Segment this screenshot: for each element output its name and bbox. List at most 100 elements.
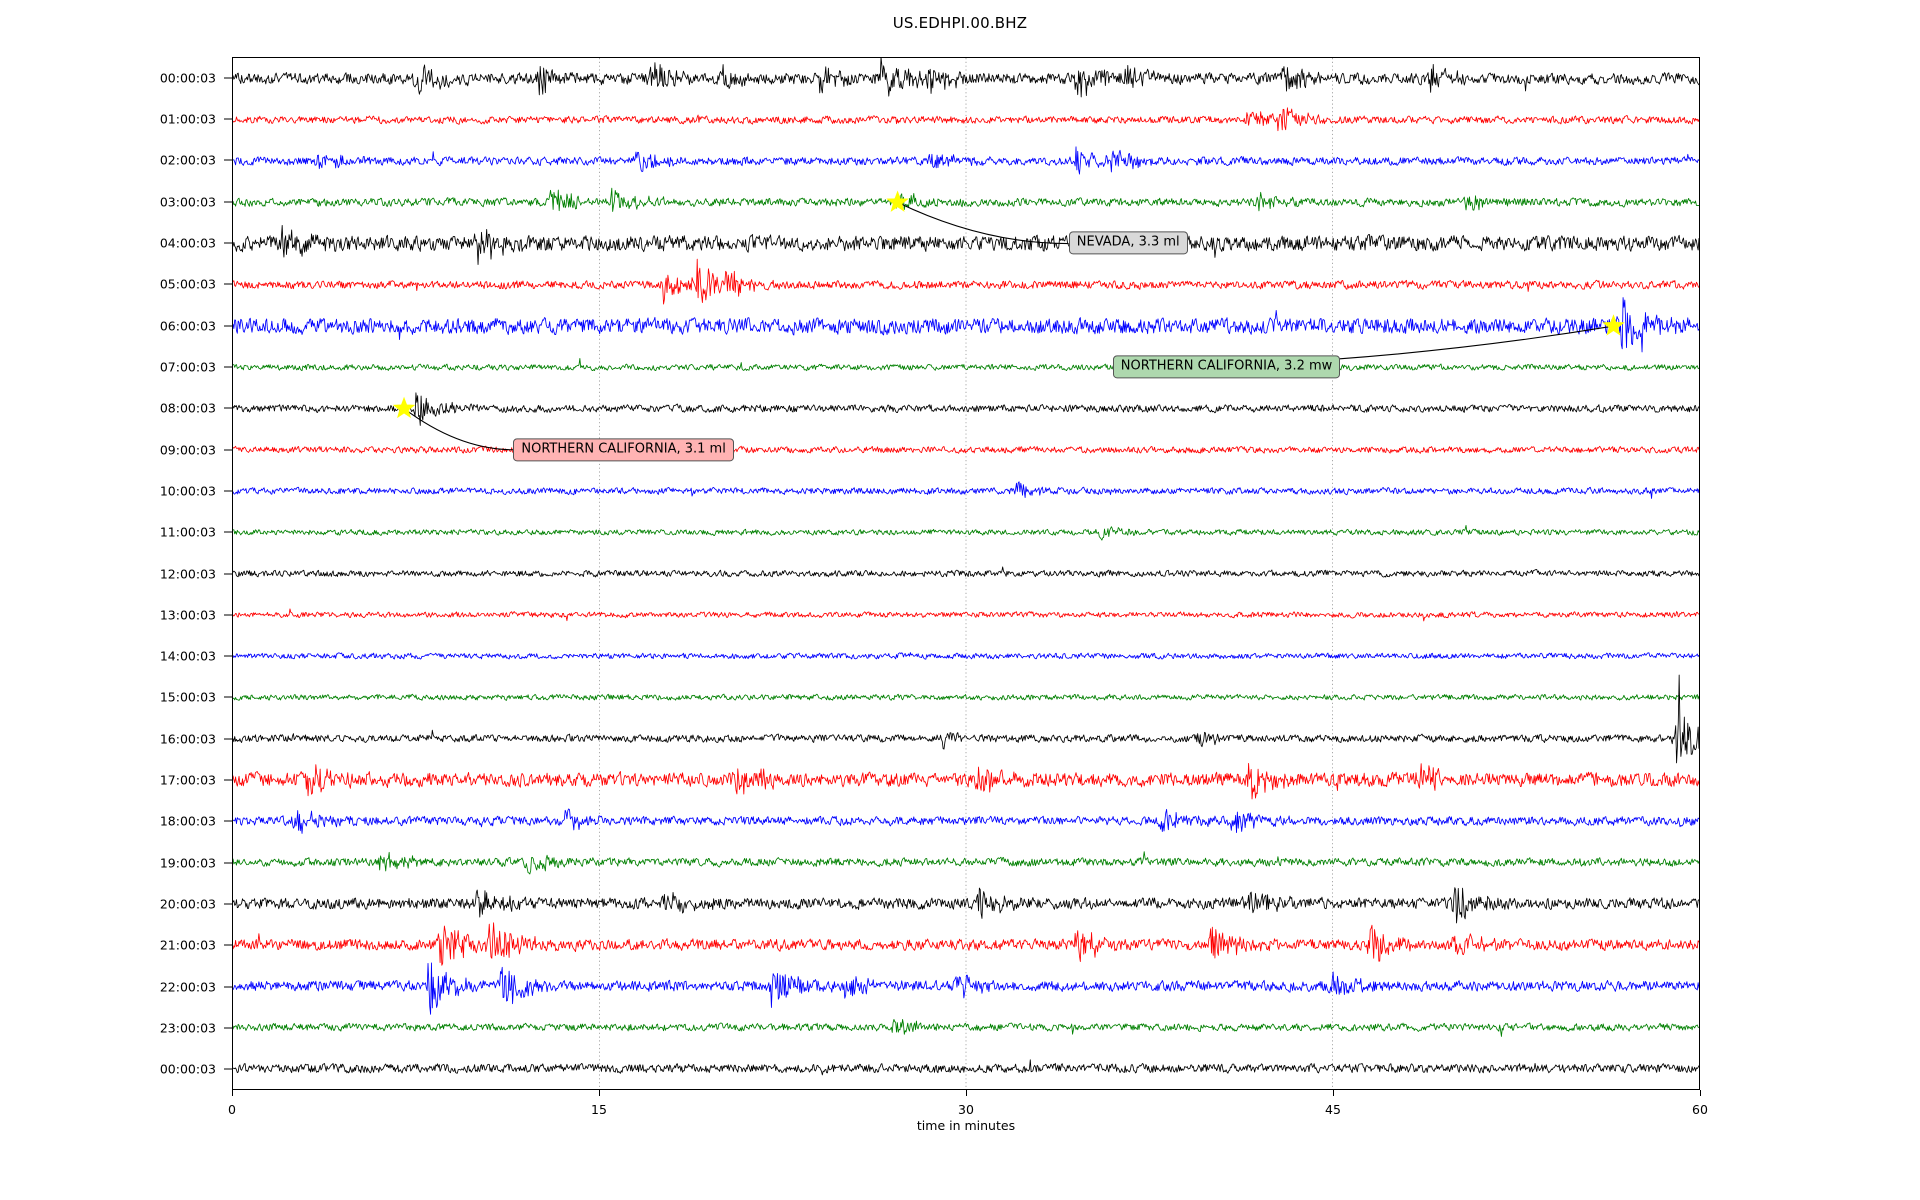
y-axis-tick-label: 23:00:03 — [159, 1020, 216, 1036]
waveform-trace — [233, 851, 1699, 875]
y-axis-tick-mark — [224, 986, 232, 988]
y-axis-tick-label: 17:00:03 — [159, 772, 216, 788]
waveform-trace — [233, 1059, 1699, 1076]
y-axis-tick-mark — [224, 407, 232, 409]
waveform-trace — [233, 922, 1699, 966]
waveform-canvas — [233, 58, 1699, 1089]
x-axis-label: time in minutes — [916, 1118, 1016, 1133]
y-axis-tick-mark — [224, 325, 232, 327]
y-axis-tick-layer: 00:00:03 01:00:03 02:00:03 03:00:03 04:00:03… — [0, 57, 232, 1090]
y-axis-tick-mark — [224, 573, 232, 574]
waveform-trace — [233, 1018, 1699, 1037]
y-axis-tick-mark — [224, 77, 232, 79]
y-axis-tick-label: 07:00:03 — [159, 359, 216, 375]
x-axis-tick-mark — [1333, 1090, 1334, 1096]
y-axis-tick-label: 22:00:03 — [159, 979, 216, 995]
waveform-trace — [233, 258, 1699, 305]
waveform-trace — [233, 962, 1699, 1015]
y-axis-tick-mark — [224, 490, 232, 492]
annotation-leader-line — [897, 201, 1069, 245]
y-axis-tick-label: 03:00:03 — [159, 194, 216, 210]
x-axis-tick-label: 45 — [1325, 1102, 1341, 1117]
y-axis-tick-label: 19:00:03 — [159, 855, 216, 871]
y-axis-tick-label: 18:00:03 — [159, 813, 216, 829]
y-axis-tick-mark — [224, 242, 232, 244]
waveform-trace — [233, 187, 1699, 212]
waveform-trace — [233, 58, 1699, 98]
y-axis-tick-label: 16:00:03 — [159, 731, 216, 747]
waveform-trace — [233, 566, 1699, 578]
waveform-trace — [233, 445, 1699, 454]
y-axis-tick-label: 15:00:03 — [159, 689, 216, 705]
waveform-trace — [233, 224, 1699, 266]
y-axis-tick-mark — [224, 159, 232, 161]
waveform-trace — [233, 481, 1699, 499]
y-axis-tick-label: 11:00:03 — [159, 524, 216, 540]
annotation-label-northern-california-mw: NORTHERN CALIFORNIA, 3.2 mw — [1112, 355, 1341, 379]
y-axis-tick-mark — [224, 779, 232, 781]
annotation-label-nevada: NEVADA, 3.3 ml — [1068, 231, 1188, 255]
x-axis-tick-mark — [599, 1090, 600, 1096]
y-axis-tick-mark — [224, 862, 232, 864]
waveform-trace — [233, 693, 1699, 701]
y-axis-tick-label: 09:00:03 — [159, 442, 216, 458]
y-axis-tick-label: 10:00:03 — [159, 483, 216, 499]
page-title: US.EDHPI.00.BHZ — [892, 14, 1028, 32]
y-axis-tick-mark — [224, 283, 232, 285]
y-axis-tick-label: 01:00:03 — [159, 111, 216, 127]
x-axis-tick-label: 0 — [228, 1102, 236, 1117]
annotation-leader-line — [403, 408, 515, 451]
y-axis-tick-label: 08:00:03 — [159, 400, 216, 416]
x-axis-tick-label: 15 — [591, 1102, 607, 1117]
y-axis-tick-label: 02:00:03 — [159, 152, 216, 168]
waveform-trace — [233, 524, 1699, 541]
y-axis-tick-label: 05:00:03 — [159, 276, 216, 292]
y-axis-tick-label: 20:00:03 — [159, 896, 216, 912]
waveform-trace — [233, 887, 1699, 924]
waveform-trace — [233, 608, 1699, 622]
y-axis-tick-label: 00:00:03 — [159, 70, 216, 86]
y-axis-tick-mark — [224, 655, 232, 657]
event-star-icon — [1602, 314, 1625, 336]
y-axis-tick-mark — [224, 738, 232, 740]
y-axis-tick-label: 00:00:03 — [159, 1061, 216, 1077]
x-axis-tick-mark — [232, 1090, 233, 1096]
y-axis-tick-mark — [224, 1027, 232, 1029]
y-axis-tick-mark — [224, 820, 232, 822]
event-star-icon — [886, 190, 909, 212]
y-axis-tick-mark — [224, 1068, 232, 1070]
waveform-trace — [233, 808, 1699, 834]
y-axis-tick-mark — [224, 531, 232, 533]
y-axis-tick-label: 21:00:03 — [159, 937, 216, 953]
waveform-trace — [233, 762, 1699, 800]
event-star-icon — [392, 396, 416, 419]
y-axis-tick-mark — [224, 944, 232, 946]
y-axis-tick-mark — [224, 903, 232, 905]
waveform-trace — [233, 392, 1699, 426]
y-axis-tick-mark — [224, 614, 232, 616]
y-axis-tick-label: 13:00:03 — [159, 607, 216, 623]
annotation-label-northern-california-ml: NORTHERN CALIFORNIA, 3.1 ml — [513, 437, 734, 462]
x-axis-tick-label: 60 — [1692, 1102, 1708, 1117]
waveform-trace — [233, 652, 1699, 660]
y-axis-tick-label: 06:00:03 — [159, 318, 216, 334]
waveform-trace — [233, 146, 1699, 175]
waveform-trace — [233, 297, 1699, 353]
y-axis-tick-label: 12:00:03 — [159, 566, 216, 581]
y-axis-tick-mark — [224, 201, 232, 203]
y-axis-tick-label: 14:00:03 — [159, 648, 216, 664]
plot-area — [232, 57, 1700, 1090]
y-axis-tick-mark — [224, 118, 232, 120]
waveform-trace — [233, 358, 1699, 372]
y-axis-tick-mark — [224, 449, 232, 451]
y-axis-tick-mark — [224, 366, 232, 368]
x-axis-tick-label: 30 — [958, 1102, 974, 1117]
y-axis-tick-label: 04:00:03 — [159, 235, 216, 251]
y-axis-tick-mark — [224, 696, 232, 698]
x-axis-tick-mark — [1700, 1090, 1701, 1096]
waveform-trace — [233, 107, 1699, 132]
x-axis-tick-mark — [966, 1090, 967, 1096]
waveform-trace — [233, 674, 1699, 764]
x-axis-tick-layer: 0 15 30 45 60 — [228, 1090, 1708, 1130]
